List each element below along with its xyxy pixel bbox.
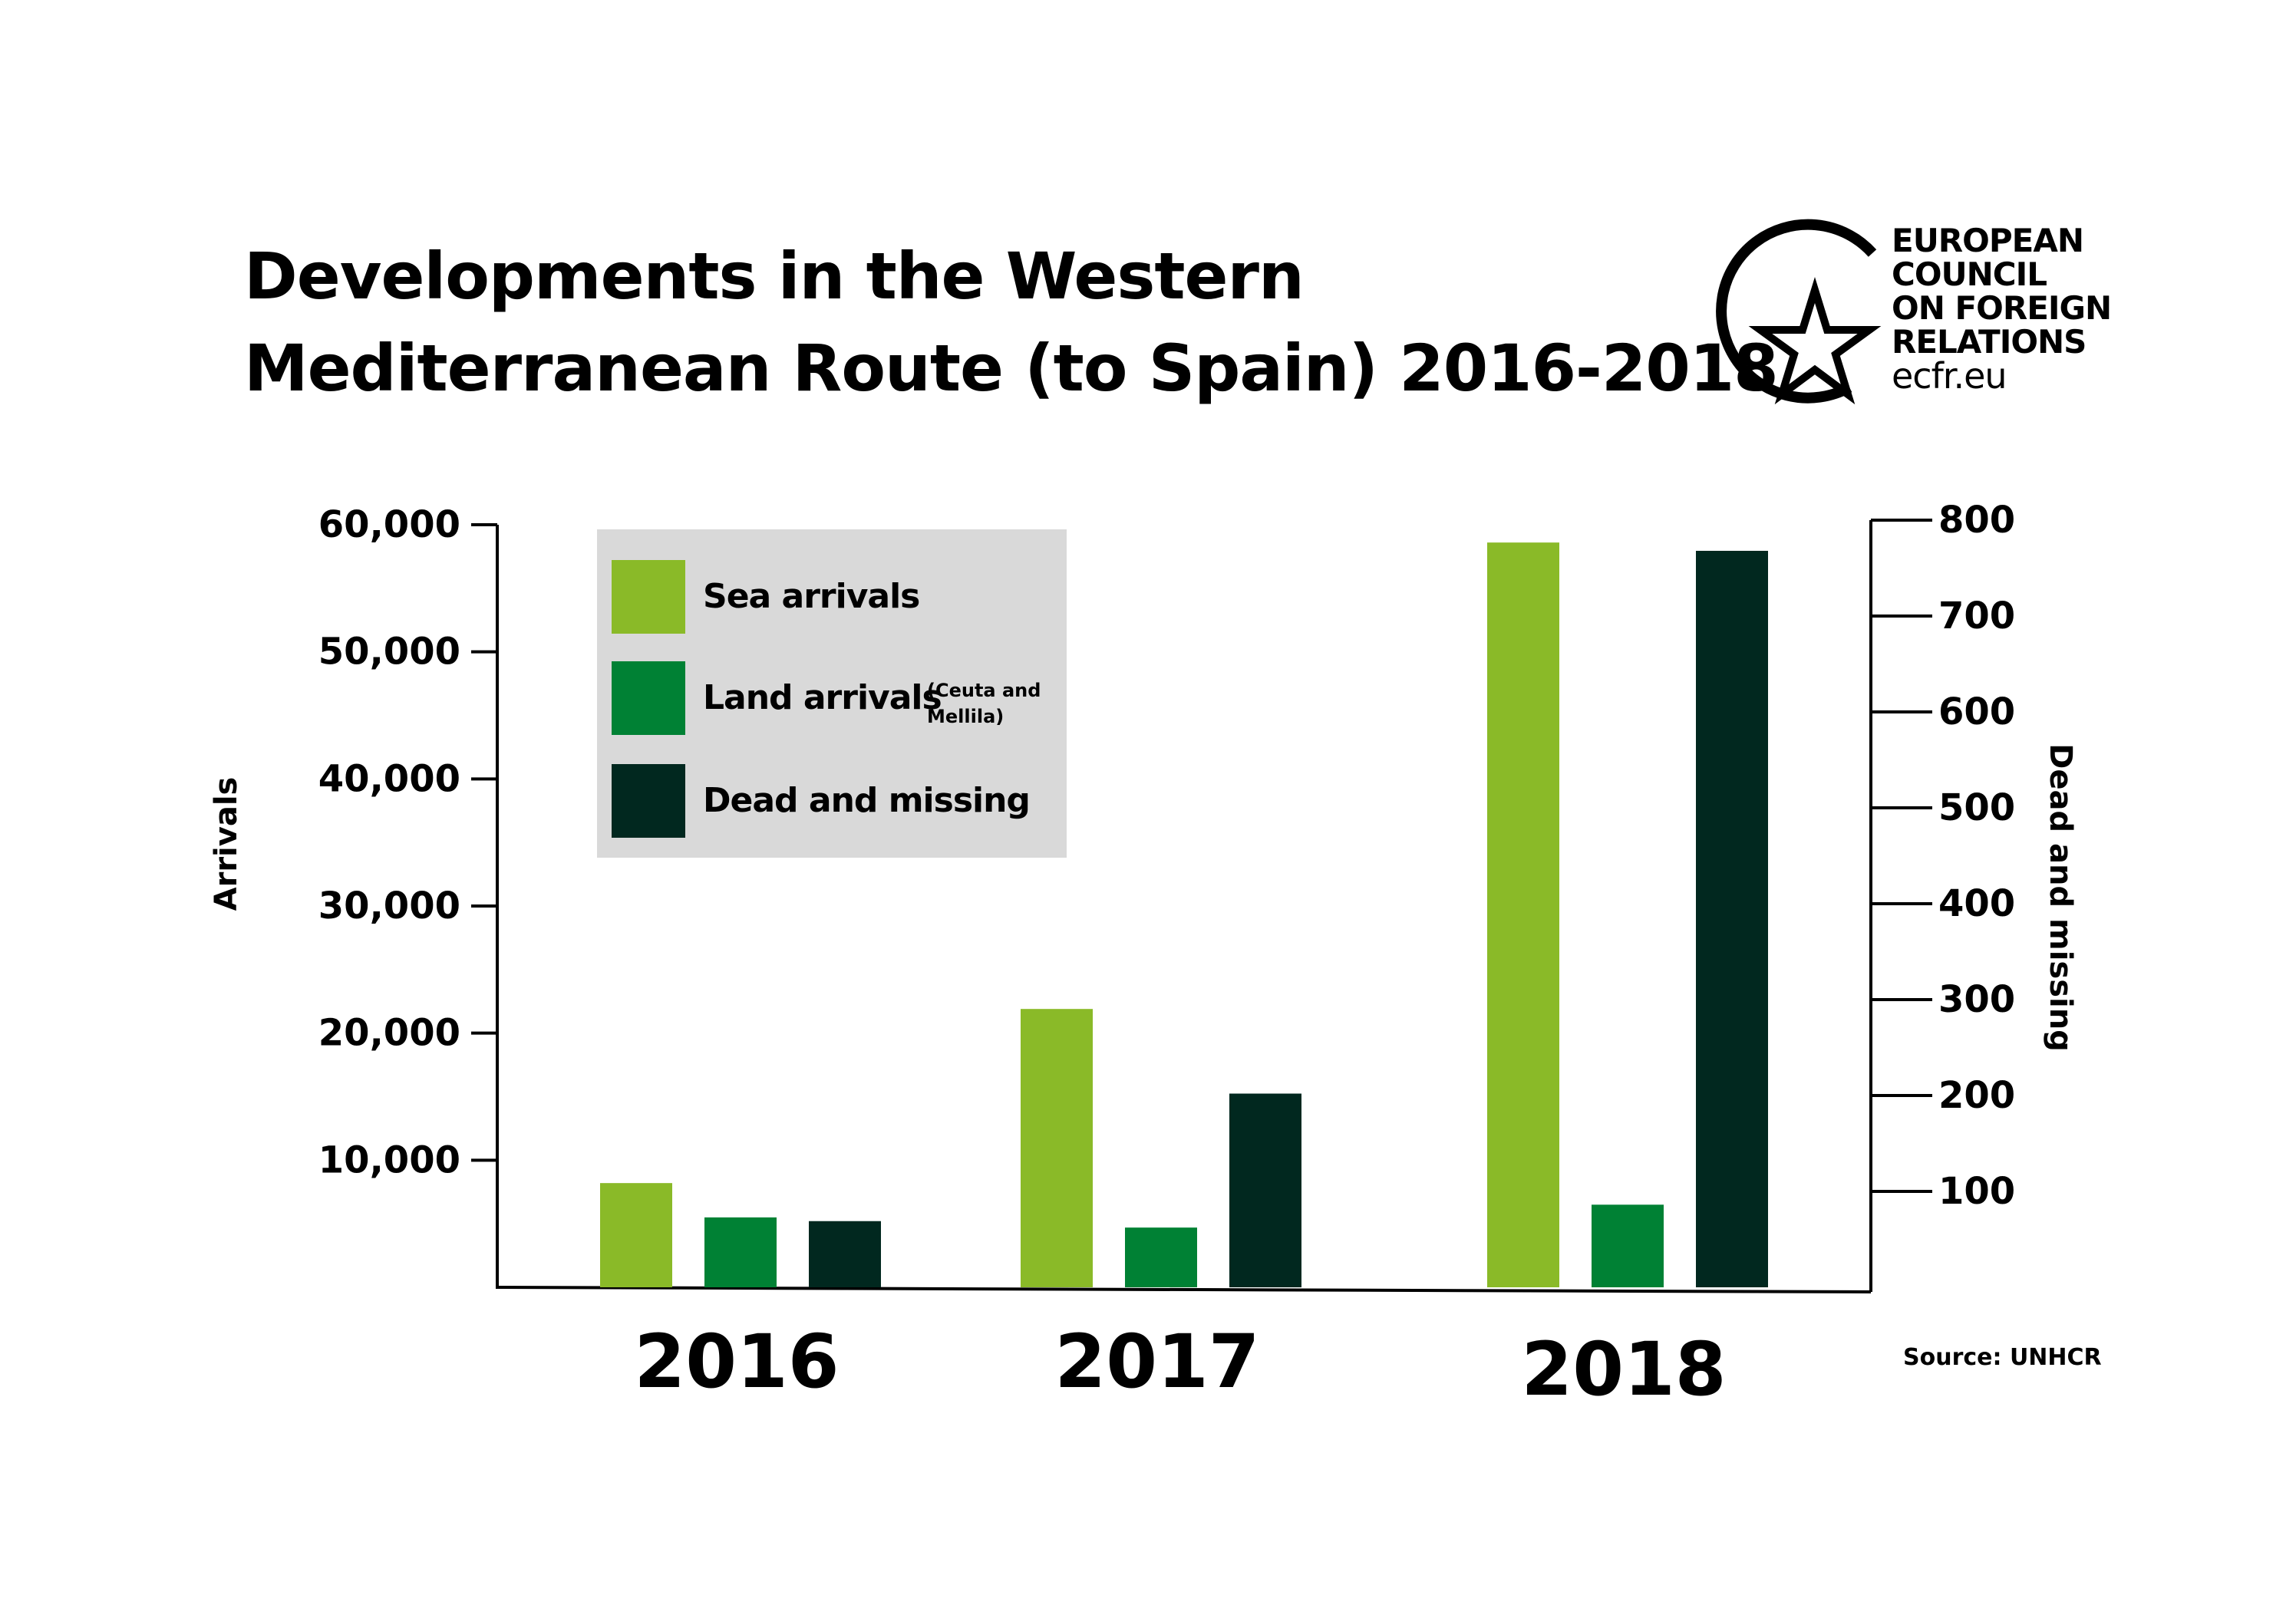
logo-line-1: EUROPEAN [1892, 222, 2084, 259]
right-tick-label-600: 600 [1938, 690, 2015, 733]
logo-url: ecfr.eu [1892, 355, 2007, 397]
bar-land-arrivals-2016 [704, 1217, 777, 1287]
bar-sea-arrivals-2018 [1487, 542, 1559, 1287]
right-tick-label-800: 800 [1938, 499, 2015, 542]
bar-dead-and-missing-2018 [1696, 551, 1768, 1287]
left-axis-label: Arrivals [209, 777, 244, 911]
right-tick-label-700: 700 [1938, 595, 2015, 638]
left-tick-label-10000: 10,000 [318, 1138, 460, 1181]
right-axis-label: Dead and missing [2043, 743, 2078, 1052]
ecfr-logo [1692, 207, 2122, 414]
chart-title-line2: Mediterranean Route (to Spain) 2016-2018 [244, 331, 1779, 406]
x-category-label-2017: 2017 [1054, 1319, 1259, 1405]
right-tick-label-400: 400 [1938, 882, 2015, 925]
bar-sea-arrivals-2017 [1021, 1009, 1093, 1287]
x-category-label-2018: 2018 [1521, 1326, 1726, 1412]
right-tick-label-100: 100 [1938, 1170, 2015, 1213]
ecfr-logo-text: EUROPEAN COUNCIL ON FOREIGN RELATIONS ec… [1892, 222, 2112, 397]
left-tick-label-60000: 60,000 [318, 503, 460, 546]
x-category-label-2016: 2016 [634, 1319, 839, 1405]
left-tick-label-20000: 20,000 [318, 1012, 460, 1055]
legend-label-dead-and-missing: Dead and missing [703, 781, 1030, 820]
right-tick-label-500: 500 [1938, 786, 2015, 829]
legend-note-line2: Mellila) [927, 706, 1004, 727]
legend-swatch-land-arrivals [612, 661, 685, 735]
bar-sea-arrivals-2016 [600, 1183, 672, 1287]
legend-label-sea-arrivals: Sea arrivals [703, 577, 919, 616]
logo-line-4: RELATIONS [1892, 323, 2087, 361]
logo-line-2: COUNCIL [1892, 255, 2047, 293]
chart-title-line1: Developments in the Western [244, 239, 1305, 314]
legend-label-land-arrivals: Land arrivals [703, 678, 942, 717]
bar-land-arrivals-2017 [1125, 1227, 1197, 1287]
logo-line-3: ON FOREIGN [1892, 289, 2112, 327]
right-tick-label-200: 200 [1938, 1074, 2015, 1117]
x-axis-line [496, 1286, 1872, 1293]
legend-note-line1: (Ceuta and [927, 680, 1041, 701]
chart-title: Developments in the Western Mediterranea… [244, 230, 1779, 414]
bar-dead-and-missing-2017 [1229, 1093, 1301, 1287]
bar-land-arrivals-2018 [1592, 1204, 1664, 1287]
ecfr-star-circle-icon [1716, 219, 1882, 405]
legend-swatch-sea-arrivals [612, 560, 685, 634]
legend-swatch-dead-and-missing [612, 764, 685, 838]
right-tick-label-300: 300 [1938, 978, 2015, 1021]
source-note: Source: UNHCR [1903, 1344, 2102, 1371]
left-tick-label-50000: 50,000 [318, 631, 460, 674]
left-tick-label-40000: 40,000 [318, 757, 460, 800]
left-tick-label-30000: 30,000 [318, 885, 460, 927]
bar-dead-and-missing-2016 [809, 1221, 881, 1287]
